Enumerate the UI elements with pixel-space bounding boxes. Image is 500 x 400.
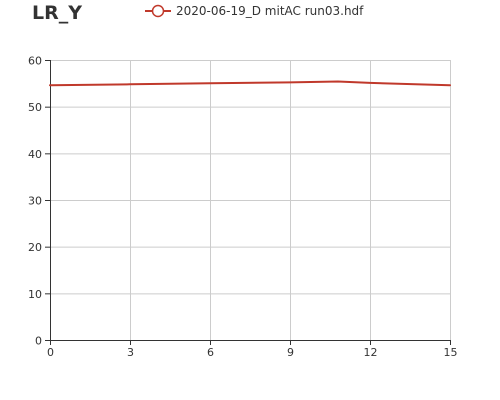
y-tick-label: 60	[28, 55, 42, 68]
legend[interactable]: 2020-06-19_D mitAC run03.hdf	[145, 2, 363, 20]
grid	[50, 60, 451, 340]
x-tick-label: 12	[364, 346, 378, 359]
x-tick-label: 0	[47, 346, 54, 359]
y-tick-label: 0	[35, 335, 42, 348]
series-layer	[49, 80, 451, 87]
series-line	[49, 80, 451, 87]
legend-line-marker-icon	[145, 4, 171, 18]
x-tick-label: 6	[207, 346, 214, 359]
y-tick-label: 20	[28, 241, 42, 254]
x-tick-label: 9	[287, 346, 294, 359]
x-tick-label: 3	[127, 346, 134, 359]
x-tick-label: 15	[444, 346, 458, 359]
legend-label: 2020-06-19_D mitAC run03.hdf	[176, 4, 364, 18]
chart-title: LR_Y	[32, 2, 82, 24]
axes: 0 10 20 30 40 50 60 0 3 6 9 12 15	[28, 55, 458, 360]
y-tick-label: 40	[28, 148, 42, 161]
y-tick-label: 30	[28, 195, 42, 208]
y-tick-label: 50	[28, 101, 42, 114]
y-tick-label: 10	[28, 288, 42, 301]
